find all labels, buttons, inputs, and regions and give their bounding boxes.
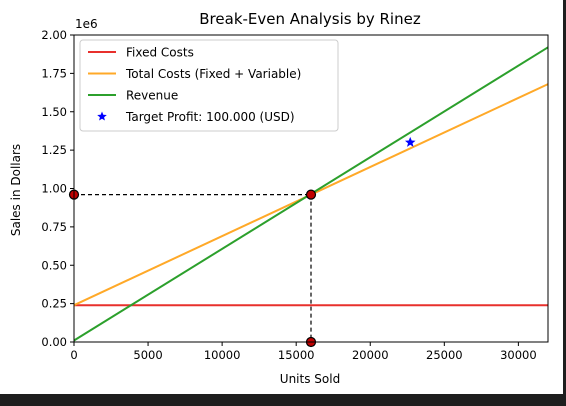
x-tick-label: 10000: [204, 348, 241, 362]
legend: Fixed Costs Total Costs (Fixed + Variable…: [79, 39, 339, 132]
legend-swatch-star: [97, 111, 107, 121]
legend-label: Total Costs (Fixed + Variable): [125, 67, 301, 81]
x-tick-label: 5000: [133, 348, 162, 362]
legend-label: Target Profit: 100.000 (USD): [125, 110, 295, 124]
legend-box: [79, 39, 339, 132]
legend-label: Revenue: [126, 89, 178, 103]
break-even-chart: 0 5000 10000 15000 20000 25000 30000 0.00 0.25 0.…: [9, 10, 549, 386]
y-tick-label: 2.00: [41, 28, 67, 42]
y-tick-label: 1.75: [41, 66, 67, 80]
x-tick-label: 15000: [278, 348, 315, 362]
y-axis-label: Sales in Dollars: [9, 144, 23, 236]
y-tick-label: 0.75: [41, 220, 67, 234]
x-tick-label: 0: [70, 348, 77, 362]
x-axis-label: Units Sold: [280, 372, 340, 386]
x-tick-label: 20000: [352, 348, 389, 362]
y-tick-label: 1.00: [41, 182, 67, 196]
x-tick-label: 25000: [426, 348, 463, 362]
y-tick-label: 0.50: [41, 258, 67, 272]
chart-figure: 0 5000 10000 15000 20000 25000 30000 0.00 0.25 0.…: [0, 0, 563, 394]
y-tick-label: 1.50: [41, 105, 67, 119]
target-profit-marker: [405, 136, 416, 147]
y-offset-label: 1e6: [75, 17, 98, 31]
legend-label: Fixed Costs: [126, 46, 194, 60]
break-even-point: [305, 189, 317, 200]
x-tick-label: 30000: [500, 348, 537, 362]
y-tick-label: 0.25: [41, 297, 67, 311]
y-tick-label: 0.00: [41, 335, 67, 349]
y-tick-label: 1.25: [41, 143, 67, 157]
chart-title: Break-Even Analysis by Rinez: [199, 10, 421, 28]
